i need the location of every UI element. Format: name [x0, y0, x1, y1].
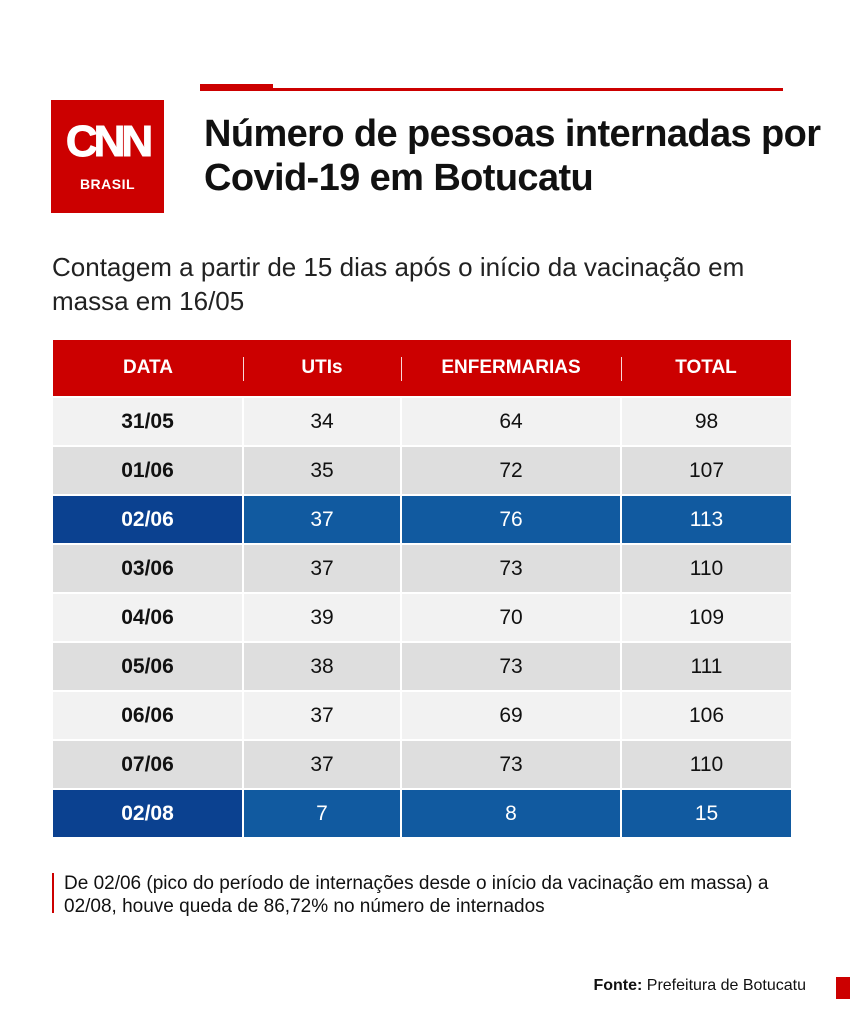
table-row: 04/06 39 70 109 — [53, 593, 791, 642]
table-body: 31/05 34 64 98 01/06 35 72 107 02/06 37 76 113 03/06… — [53, 397, 791, 837]
table-row: 02/08 7 8 15 — [53, 789, 791, 837]
cell-data: 07/06 — [53, 740, 243, 789]
cell-total: 110 — [620, 544, 791, 593]
cell-total: 113 — [620, 495, 791, 544]
cell-enfermarias: 8 — [400, 789, 621, 837]
note-accent-bar — [52, 873, 54, 913]
column-header-enfermarias: ENFERMARIAS — [401, 340, 621, 397]
top-rule — [200, 88, 783, 91]
cell-enfermarias: 73 — [400, 740, 621, 789]
source-label: Fonte: — [593, 977, 643, 994]
table-header-row: DATA UTIs ENFERMARIAS TOTAL — [53, 340, 791, 397]
logo-wordmark: CNN — [65, 117, 153, 166]
cell-enfermarias: 72 — [400, 446, 621, 495]
cell-utis: 38 — [242, 642, 401, 691]
cell-utis: 34 — [242, 397, 401, 446]
table-row: 01/06 35 72 107 — [53, 446, 791, 495]
cell-utis: 37 — [242, 544, 401, 593]
column-header-total: TOTAL — [621, 340, 791, 397]
cell-data: 02/08 — [53, 789, 243, 837]
source-credit: Fonte: Prefeitura de Botucatu — [593, 977, 806, 995]
cell-data: 06/06 — [53, 691, 243, 740]
cell-utis: 39 — [242, 593, 401, 642]
cell-utis: 37 — [242, 691, 401, 740]
cell-total: 15 — [620, 789, 791, 837]
cell-data: 02/06 — [53, 495, 243, 544]
cell-enfermarias: 76 — [400, 495, 621, 544]
cnn-brasil-logo: CNN BRASIL — [51, 100, 164, 213]
cell-total: 106 — [620, 691, 791, 740]
cell-data: 01/06 — [53, 446, 243, 495]
cell-data: 31/05 — [53, 397, 243, 446]
cell-total: 110 — [620, 740, 791, 789]
page-subtitle: Contagem a partir de 15 dias após o iníc… — [52, 252, 745, 316]
cell-enfermarias: 73 — [400, 544, 621, 593]
cell-enfermarias: 70 — [400, 593, 621, 642]
cell-total: 109 — [620, 593, 791, 642]
table-row: 06/06 37 69 106 — [53, 691, 791, 740]
source-text: Prefeitura de Botucatu — [646, 977, 806, 994]
cell-utis: 7 — [242, 789, 401, 837]
column-header-utis: UTIs — [243, 340, 401, 397]
cell-utis: 37 — [242, 495, 401, 544]
cell-utis: 37 — [242, 740, 401, 789]
table-row: 02/06 37 76 113 — [53, 495, 791, 544]
cell-total: 107 — [620, 446, 791, 495]
table-row: 05/06 38 73 111 — [53, 642, 791, 691]
column-header-data: DATA — [53, 340, 243, 397]
page-title: Número de pessoas internadas por Covid-1… — [204, 113, 821, 199]
footnote: De 02/06 (pico do período de internações… — [64, 873, 769, 917]
table-row: 31/05 34 64 98 — [53, 397, 791, 446]
table-row: 03/06 37 73 110 — [53, 544, 791, 593]
cell-enfermarias: 64 — [400, 397, 621, 446]
logo-sub: BRASIL — [79, 176, 136, 192]
cell-enfermarias: 73 — [400, 642, 621, 691]
cell-enfermarias: 69 — [400, 691, 621, 740]
corner-accent — [836, 977, 850, 999]
hospitalization-table: DATA UTIs ENFERMARIAS TOTAL 31/05 34 64 98 0… — [53, 340, 791, 837]
cell-total: 111 — [620, 642, 791, 691]
cell-utis: 35 — [242, 446, 401, 495]
cell-total: 98 — [620, 397, 791, 446]
cell-data: 05/06 — [53, 642, 243, 691]
cell-data: 04/06 — [53, 593, 243, 642]
top-rule-accent — [200, 84, 273, 91]
cell-data: 03/06 — [53, 544, 243, 593]
table-row: 07/06 37 73 110 — [53, 740, 791, 789]
